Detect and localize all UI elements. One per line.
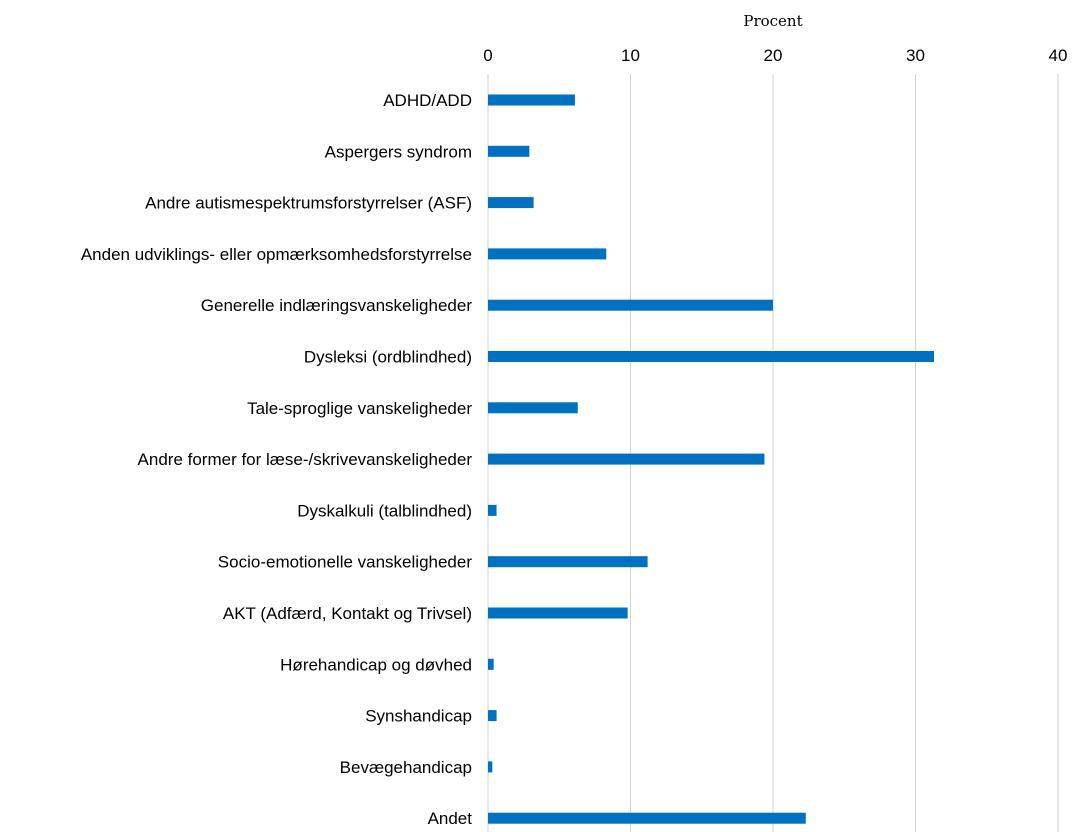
- bar: [488, 94, 575, 106]
- x-axis-title: Procent: [743, 12, 802, 30]
- category-label: Bevægehandicap: [340, 758, 472, 777]
- bar: [488, 402, 578, 414]
- category-label: Synshandicap: [365, 707, 472, 726]
- bar: [488, 145, 530, 157]
- category-labels: ADHD/ADD Aspergers syndrom Andre autismesp…: [81, 91, 473, 828]
- bar: [488, 710, 497, 722]
- category-label: Andet: [428, 809, 473, 828]
- x-tick-label: 30: [906, 46, 925, 65]
- bar: [488, 351, 935, 362]
- x-tick-label: 40: [1049, 46, 1068, 65]
- category-label: Anden udviklings- eller opmærksomhedsfor…: [81, 245, 472, 264]
- bars: [488, 94, 935, 824]
- bar: [488, 197, 534, 209]
- bar: [488, 658, 494, 670]
- bar: [488, 299, 773, 311]
- bar: [488, 607, 628, 619]
- category-label: Tale-sproglige vanskeligheder: [247, 399, 472, 418]
- category-label: Dysleksi (ordblindhed): [304, 348, 472, 367]
- bar: [488, 761, 493, 773]
- bar: [488, 248, 607, 260]
- bar: [488, 453, 765, 465]
- category-label: Generelle indlæringsvanskeligheder: [201, 296, 473, 315]
- x-tick-label: 10: [621, 46, 640, 65]
- category-label: Dyskalkuli (talblindhed): [297, 501, 472, 520]
- category-label: Socio-emotionelle vanskeligheder: [218, 553, 473, 572]
- x-tick-label: 0: [483, 46, 492, 65]
- category-label: Hørehandicap og døvhed: [280, 655, 472, 674]
- category-label: ADHD/ADD: [383, 91, 472, 110]
- bar: [488, 504, 497, 516]
- category-label: Andre former for læse-/skrivevanskelighe…: [138, 450, 473, 469]
- category-label: Aspergers syndrom: [325, 142, 472, 161]
- gridlines: [630, 74, 1059, 832]
- category-label: Andre autismespektrumsforstyrrelser (ASF…: [145, 194, 472, 213]
- x-tick-label: 20: [764, 46, 783, 65]
- category-label: AKT (Adfærd, Kontakt og Trivsel): [223, 604, 472, 623]
- bar: [488, 812, 806, 824]
- x-tick-labels: 0 10 20 30 40: [483, 46, 1067, 65]
- bar: [488, 556, 648, 568]
